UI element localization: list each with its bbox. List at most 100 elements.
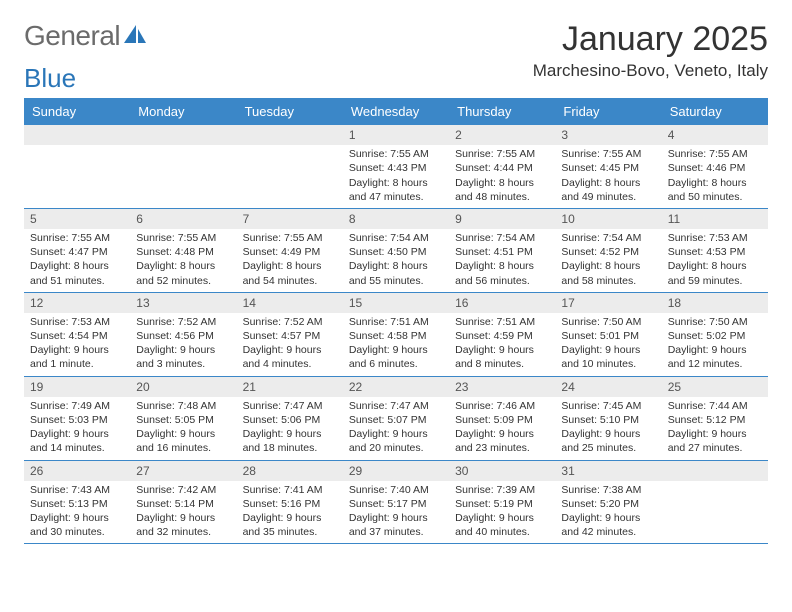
- day-cell: 18Sunrise: 7:50 AMSunset: 5:02 PMDayligh…: [662, 293, 768, 376]
- day-content: Sunrise: 7:43 AMSunset: 5:13 PMDaylight:…: [24, 481, 130, 544]
- weekday-sun: Sunday: [24, 98, 130, 125]
- day-cell: 20Sunrise: 7:48 AMSunset: 5:05 PMDayligh…: [130, 377, 236, 460]
- day-line: Daylight: 9 hours: [30, 511, 124, 525]
- day-line: Daylight: 9 hours: [30, 427, 124, 441]
- day-line: Sunrise: 7:43 AM: [30, 483, 124, 497]
- day-number: 9: [449, 209, 555, 229]
- day-line: Sunrise: 7:49 AM: [30, 399, 124, 413]
- day-number: 7: [237, 209, 343, 229]
- day-line: and 47 minutes.: [349, 190, 443, 204]
- day-cell: [24, 125, 130, 208]
- week-row: 1 Sunrise: 7:55 AM Sunset: 4:43 PMDaylight…: [24, 125, 768, 209]
- day-line: [136, 176, 230, 190]
- day-cell: 10Sunrise: 7:54 AMSunset: 4:52 PMDayligh…: [555, 209, 661, 292]
- day-number: 26: [24, 461, 130, 481]
- logo-text-blue: Blue: [24, 63, 768, 94]
- day-line: Sunset: 5:02 PM: [668, 329, 762, 343]
- day-line: Daylight: 9 hours: [349, 427, 443, 441]
- weekday-tue: Tuesday: [237, 98, 343, 125]
- day-number: [130, 125, 236, 145]
- day-line: Daylight: 8 hours: [349, 176, 443, 190]
- day-content: Sunrise: 7:52 AMSunset: 4:57 PMDaylight:…: [237, 313, 343, 376]
- day-line: Sunset: 5:19 PM: [455, 497, 549, 511]
- day-line: [136, 161, 230, 175]
- day-content: Sunrise: 7:55 AMSunset: 4:45 PMDaylight:…: [555, 145, 661, 208]
- day-line: Daylight: 8 hours: [668, 259, 762, 273]
- day-content: Sunrise: 7:38 AMSunset: 5:20 PMDaylight:…: [555, 481, 661, 544]
- day-line: Sunset: 4:58 PM: [349, 329, 443, 343]
- day-line: Sunset: 4:43 PM: [349, 161, 443, 175]
- day-line: Sunset: 4:48 PM: [136, 245, 230, 259]
- day-line: and 23 minutes.: [455, 441, 549, 455]
- day-number: 23: [449, 377, 555, 397]
- day-line: Sunrise: 7:42 AM: [136, 483, 230, 497]
- day-line: and 8 minutes.: [455, 357, 549, 371]
- weekday-mon: Monday: [130, 98, 236, 125]
- day-line: and 6 minutes.: [349, 357, 443, 371]
- day-content: Sunrise: 7:40 AMSunset: 5:17 PMDaylight:…: [343, 481, 449, 544]
- day-cell: 7Sunrise: 7:55 AMSunset: 4:49 PMDaylight…: [237, 209, 343, 292]
- day-line: Daylight: 9 hours: [455, 427, 549, 441]
- day-cell: 21Sunrise: 7:47 AMSunset: 5:06 PMDayligh…: [237, 377, 343, 460]
- day-cell: 17Sunrise: 7:50 AMSunset: 5:01 PMDayligh…: [555, 293, 661, 376]
- day-line: Sunset: 5:10 PM: [561, 413, 655, 427]
- day-content: [130, 145, 236, 208]
- day-line: Sunset: 5:14 PM: [136, 497, 230, 511]
- calendar-page: General January 2025 Marchesino-Bovo, Ve…: [0, 0, 792, 544]
- weekday-thu: Thursday: [449, 98, 555, 125]
- day-line: Sunrise: 7:53 AM: [668, 231, 762, 245]
- day-line: and 12 minutes.: [668, 357, 762, 371]
- day-line: Sunrise: 7:54 AM: [561, 231, 655, 245]
- day-line: Sunrise: 7:51 AM: [455, 315, 549, 329]
- day-line: Daylight: 9 hours: [561, 511, 655, 525]
- day-number: 2: [449, 125, 555, 145]
- day-content: Sunrise: 7:50 AMSunset: 5:01 PMDaylight:…: [555, 313, 661, 376]
- day-line: Sunrise: 7:55 AM: [30, 231, 124, 245]
- day-line: Daylight: 9 hours: [136, 343, 230, 357]
- day-number: 20: [130, 377, 236, 397]
- day-line: Daylight: 9 hours: [243, 343, 337, 357]
- day-cell: 28Sunrise: 7:41 AMSunset: 5:16 PMDayligh…: [237, 461, 343, 544]
- day-number: 11: [662, 209, 768, 229]
- day-content: Sunrise: 7:41 AMSunset: 5:16 PMDaylight:…: [237, 481, 343, 544]
- day-line: Sunrise: 7:50 AM: [561, 315, 655, 329]
- day-cell: 5Sunrise: 7:55 AMSunset: 4:47 PMDaylight…: [24, 209, 130, 292]
- day-line: and 18 minutes.: [243, 441, 337, 455]
- day-line: Sunset: 4:51 PM: [455, 245, 549, 259]
- day-content: Sunrise: 7:50 AMSunset: 5:02 PMDaylight:…: [662, 313, 768, 376]
- weekday-header-row: Sunday Monday Tuesday Wednesday Thursday…: [24, 98, 768, 125]
- day-line: and 58 minutes.: [561, 274, 655, 288]
- day-content: Sunrise: 7:55 AMSunset: 4:46 PMDaylight:…: [662, 145, 768, 208]
- day-line: Sunset: 5:12 PM: [668, 413, 762, 427]
- day-line: and 32 minutes.: [136, 525, 230, 539]
- day-line: Sunrise: 7:55 AM: [455, 147, 549, 161]
- day-line: [30, 147, 124, 161]
- day-content: Sunrise: 7:55 AMSunset: 4:48 PMDaylight:…: [130, 229, 236, 292]
- day-cell: 30Sunrise: 7:39 AMSunset: 5:19 PMDayligh…: [449, 461, 555, 544]
- day-line: Sunset: 4:46 PM: [668, 161, 762, 175]
- day-number: [662, 461, 768, 481]
- week-row: 5Sunrise: 7:55 AMSunset: 4:47 PMDaylight…: [24, 209, 768, 293]
- day-line: and 51 minutes.: [30, 274, 124, 288]
- day-number: 17: [555, 293, 661, 313]
- day-line: Sunset: 4:57 PM: [243, 329, 337, 343]
- day-number: 1: [343, 125, 449, 145]
- day-number: 28: [237, 461, 343, 481]
- day-number: 8: [343, 209, 449, 229]
- day-number: 19: [24, 377, 130, 397]
- logo-text-general: General: [24, 20, 120, 52]
- day-line: [668, 511, 762, 525]
- day-cell: 14Sunrise: 7:52 AMSunset: 4:57 PMDayligh…: [237, 293, 343, 376]
- day-line: Daylight: 8 hours: [349, 259, 443, 273]
- day-content: [662, 481, 768, 544]
- day-cell: 19Sunrise: 7:49 AMSunset: 5:03 PMDayligh…: [24, 377, 130, 460]
- day-line: Sunset: 5:07 PM: [349, 413, 443, 427]
- day-line: Sunset: 4:50 PM: [349, 245, 443, 259]
- day-line: Sunset: 4:52 PM: [561, 245, 655, 259]
- day-cell: 8Sunrise: 7:54 AMSunset: 4:50 PMDaylight…: [343, 209, 449, 292]
- day-cell: 25Sunrise: 7:44 AMSunset: 5:12 PMDayligh…: [662, 377, 768, 460]
- day-line: Daylight: 9 hours: [455, 511, 549, 525]
- day-cell: 16Sunrise: 7:51 AMSunset: 4:59 PMDayligh…: [449, 293, 555, 376]
- day-line: Sunrise: 7:38 AM: [561, 483, 655, 497]
- day-line: and 10 minutes.: [561, 357, 655, 371]
